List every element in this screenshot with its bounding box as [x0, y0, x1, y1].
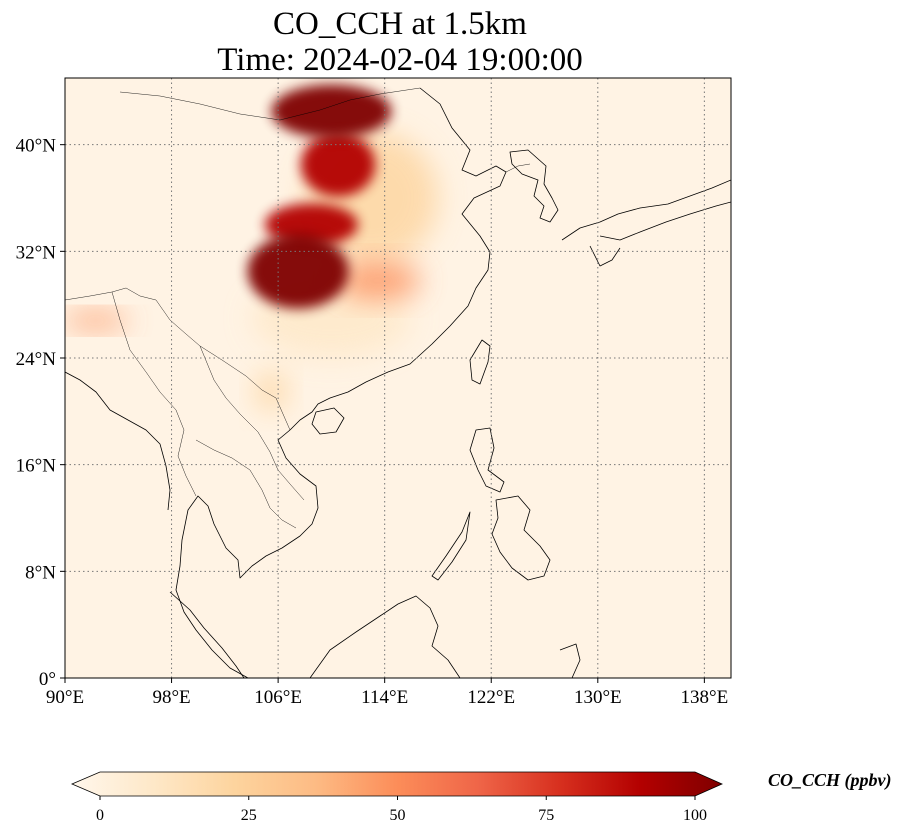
latitude-tick-label: 32°N — [16, 242, 57, 263]
bay-of-bengal-coastline — [65, 371, 171, 511]
borneo-coastline — [309, 595, 461, 678]
colorbar-tick-label: 75 — [538, 807, 554, 824]
laos-vietnam-border — [199, 345, 305, 501]
thailand-cambodia-border — [195, 439, 297, 529]
sulawesi-coastline — [559, 643, 581, 678]
latitude-ticks: 0° 8°N 16°N 24°N 32°N 40°N — [16, 136, 65, 690]
field-blob-yangtze-plume — [335, 262, 421, 300]
myanmar-border — [111, 291, 197, 497]
korea-coastline — [509, 149, 559, 223]
concentration-field — [65, 84, 438, 412]
longitude-tick-label: 122°E — [467, 687, 515, 708]
coastlines — [65, 87, 731, 678]
visayas-mindanao-coastline — [491, 495, 551, 581]
longitude-tick-label: 98°E — [152, 687, 190, 708]
longitude-tick-label: 130°E — [574, 687, 622, 708]
field-blob-myanmar-streak — [65, 312, 129, 329]
china-south-border — [65, 287, 291, 431]
field-blob-northern-plume — [271, 84, 392, 138]
country-borders — [65, 87, 531, 529]
latitude-tick-label: 40°N — [16, 136, 57, 157]
colorbar-ticks: 0 25 50 75 100 — [96, 796, 707, 824]
field-blob-sichuan-basin-plume — [247, 234, 349, 309]
longitude-tick-label: 114°E — [361, 687, 408, 708]
latitude-tick-label: 16°N — [16, 456, 57, 477]
colorbar: 0 25 50 75 100 — [70, 771, 723, 824]
map-plot-area — [64, 77, 732, 679]
latitude-tick-label: 24°N — [16, 349, 57, 370]
colorbar-tick-label: 50 — [390, 807, 406, 824]
luzon-coastline — [469, 427, 505, 493]
taiwan-coastline — [469, 339, 491, 385]
colorbar-label: CO_CCH (ppbv) — [768, 770, 892, 790]
palawan-coastline — [431, 511, 471, 581]
colorbar-body — [70, 771, 723, 797]
map-frame — [64, 77, 732, 679]
korea-border — [505, 163, 531, 173]
colorbar-tick-label: 25 — [241, 807, 257, 824]
field-blob-central-north-band — [300, 132, 376, 197]
latitude-tick-label: 0° — [39, 669, 56, 690]
malay-coastline — [169, 591, 245, 678]
longitude-ticks: 90°E 98°E 106°E 114°E 122°E 130°E 138°E — [46, 678, 728, 708]
mongolia-china-border — [119, 87, 421, 121]
field-blob-laos-haze — [255, 371, 288, 412]
map-subtitle-time: Time: 2024-02-04 19:00:00 — [217, 42, 583, 78]
colorbar-tick-label: 100 — [683, 807, 707, 824]
hainan-coastline — [311, 407, 345, 435]
china-coastline — [289, 87, 507, 431]
map-title: CO_CCH at 1.5km — [273, 6, 527, 42]
indochina-coastline — [175, 429, 319, 678]
colorbar-tick-label: 0 — [96, 807, 104, 824]
longitude-tick-label: 90°E — [46, 687, 84, 708]
longitude-tick-label: 106°E — [254, 687, 302, 708]
latitude-tick-label: 8°N — [25, 562, 56, 583]
longitude-tick-label: 138°E — [681, 687, 729, 708]
